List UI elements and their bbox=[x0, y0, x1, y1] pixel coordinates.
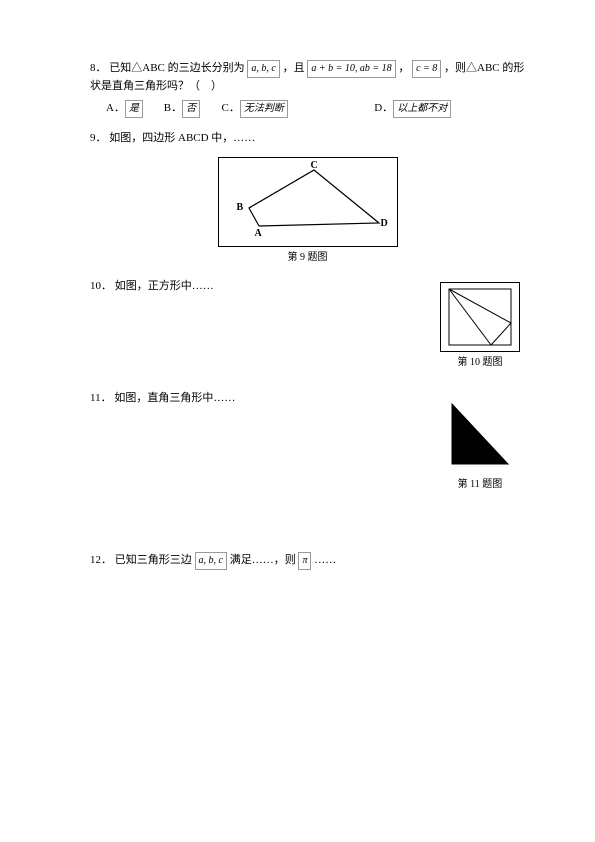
question-9: 9． 如图，四边形 ABCD 中，…… A B C D 第 9 题图 bbox=[90, 130, 525, 267]
label-b: B bbox=[237, 200, 244, 216]
figure-11: 第 11 题图 bbox=[435, 394, 525, 493]
spacer bbox=[90, 512, 525, 552]
q11-text: 如图，直角三角形中…… bbox=[114, 392, 235, 404]
q8-formula-2: a + b = 10, ab = 18 bbox=[307, 60, 395, 78]
label-a: A bbox=[255, 226, 262, 242]
option-b: B．否 bbox=[164, 100, 219, 118]
page-content: 8． 已知△ABC 的三边长分别为 a, b, c ，且 a + b = 10,… bbox=[0, 0, 595, 622]
q8-options: A．是 B．否 C．无法判断 D．以上都不对 bbox=[90, 100, 525, 118]
option-a: A．是 bbox=[106, 100, 161, 118]
q10-diagram bbox=[441, 283, 519, 351]
question-11: 第 11 题图 11． 如图，直角三角形中…… bbox=[90, 390, 525, 500]
q11-caption: 第 11 题图 bbox=[435, 477, 525, 493]
question-10: 第 10 题图 10． 如图，正方形中…… bbox=[90, 278, 525, 378]
q8-label: 8． bbox=[90, 62, 107, 74]
figure-10: 第 10 题图 bbox=[435, 282, 525, 371]
q10-label: 10． bbox=[90, 280, 112, 292]
label-c: C bbox=[311, 158, 318, 174]
q10-caption: 第 10 题图 bbox=[435, 355, 525, 371]
q8-text-mid1: ，且 bbox=[283, 62, 308, 74]
q9-text: 如图，四边形 ABCD 中，…… bbox=[109, 132, 255, 144]
q12-label: 12． bbox=[90, 554, 112, 566]
q12-formula-2: π bbox=[298, 552, 311, 570]
label-d: D bbox=[381, 216, 388, 232]
q10-text: 如图，正方形中…… bbox=[115, 280, 214, 292]
question-8: 8． 已知△ABC 的三边长分别为 a, b, c ，且 a + b = 10,… bbox=[90, 60, 525, 118]
q12-text-end: …… bbox=[314, 554, 336, 566]
q12-text-mid: 满足……，则 bbox=[230, 554, 299, 566]
q9-diagram bbox=[219, 158, 397, 246]
question-12: 12． 已知三角形三边 a, b, c 满足……，则 π …… bbox=[90, 552, 525, 570]
q8-formula-3: c = 8 bbox=[412, 60, 441, 78]
option-c: C．无法判断 bbox=[222, 100, 372, 118]
q8-formula-1: a, b, c bbox=[247, 60, 279, 78]
q8-text-pre: 已知△ABC 的三边长分别为 bbox=[109, 62, 247, 74]
q12-text-pre: 已知三角形三边 bbox=[115, 554, 195, 566]
q12-formula-1: a, b, c bbox=[195, 552, 227, 570]
q8-text-mid2: ， bbox=[398, 62, 409, 74]
figure-9: A B C D 第 9 题图 bbox=[218, 157, 398, 266]
q9-caption: 第 9 题图 bbox=[218, 250, 398, 266]
option-d: D．以上都不对 bbox=[374, 100, 451, 118]
q9-label: 9． bbox=[90, 132, 107, 144]
q11-label: 11． bbox=[90, 392, 112, 404]
q11-diagram bbox=[440, 394, 520, 474]
